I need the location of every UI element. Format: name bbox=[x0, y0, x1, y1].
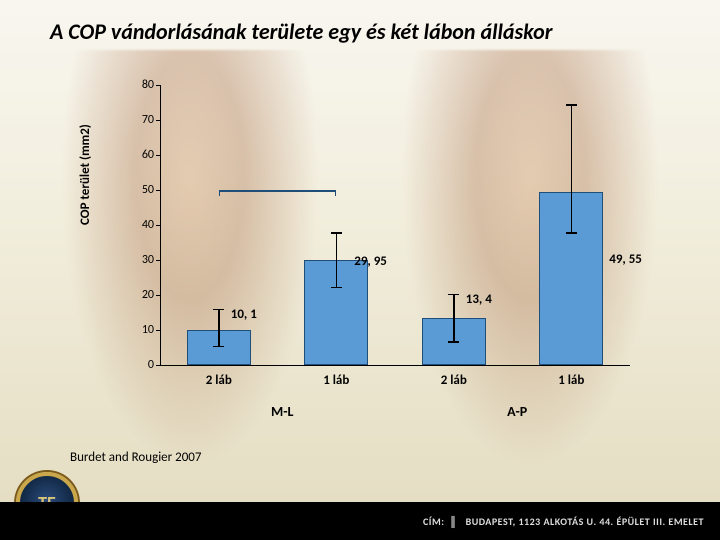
citation: Burdet and Rougier 2007 bbox=[70, 450, 201, 465]
y-tick-mark bbox=[156, 120, 160, 121]
group-label: A-P bbox=[507, 403, 527, 420]
y-tick-mark bbox=[156, 190, 160, 191]
y-tick-mark bbox=[156, 295, 160, 296]
y-tick-label: 30 bbox=[142, 253, 154, 267]
y-tick-mark bbox=[156, 85, 160, 86]
y-tick-label: 50 bbox=[142, 183, 154, 197]
y-axis: 01020304050607080 bbox=[120, 85, 160, 365]
significance-line bbox=[219, 190, 337, 192]
error-bar bbox=[218, 309, 220, 348]
y-tick-mark bbox=[156, 330, 160, 331]
y-tick-label: 40 bbox=[142, 218, 154, 232]
slide-title: A COP vándorlásának területe egy és két … bbox=[50, 18, 700, 45]
x-axis-line bbox=[160, 365, 630, 366]
y-tick-label: 70 bbox=[142, 113, 154, 127]
bar-value-label: 29, 95 bbox=[354, 254, 387, 269]
footer-address-text: BUDAPEST, 1123 ALKOTÁS U. 44. ÉPÜLET III… bbox=[466, 515, 704, 528]
footer-bar: CÍM: ▌ BUDAPEST, 1123 ALKOTÁS U. 44. ÉPÜ… bbox=[0, 502, 720, 540]
y-tick-mark bbox=[156, 365, 160, 366]
bar-value-label: 49, 55 bbox=[609, 252, 642, 267]
bar-value-label: 10, 1 bbox=[231, 307, 257, 322]
error-bar bbox=[336, 232, 338, 288]
footer-cim-label: CÍM: bbox=[423, 515, 444, 528]
chart: 01020304050607080 10, 129, 9513, 449, 55… bbox=[120, 85, 630, 395]
footer-address: CÍM: ▌ BUDAPEST, 1123 ALKOTÁS U. 44. ÉPÜ… bbox=[423, 515, 704, 528]
error-bar bbox=[453, 294, 455, 343]
x-tick-label: 2 láb bbox=[441, 373, 467, 388]
x-tick-label: 1 láb bbox=[558, 373, 584, 388]
y-tick-label: 20 bbox=[142, 288, 154, 302]
bar-value-label: 13, 4 bbox=[466, 292, 492, 307]
plot-area: 10, 129, 9513, 449, 55 bbox=[160, 85, 630, 365]
y-tick-label: 10 bbox=[142, 323, 154, 337]
slide-root: A COP vándorlásának területe egy és két … bbox=[0, 0, 720, 540]
x-tick-label: 1 láb bbox=[323, 373, 349, 388]
y-tick-mark bbox=[156, 225, 160, 226]
y-tick-mark bbox=[156, 260, 160, 261]
group-label: M-L bbox=[271, 403, 293, 420]
y-tick-mark bbox=[156, 155, 160, 156]
x-tick-label: 2 láb bbox=[206, 373, 232, 388]
y-tick-label: 60 bbox=[142, 148, 154, 162]
y-tick-label: 0 bbox=[148, 358, 154, 372]
y-tick-label: 80 bbox=[142, 78, 154, 92]
y-axis-label: COP terület (mm2) bbox=[78, 124, 93, 225]
error-bar bbox=[571, 104, 573, 234]
